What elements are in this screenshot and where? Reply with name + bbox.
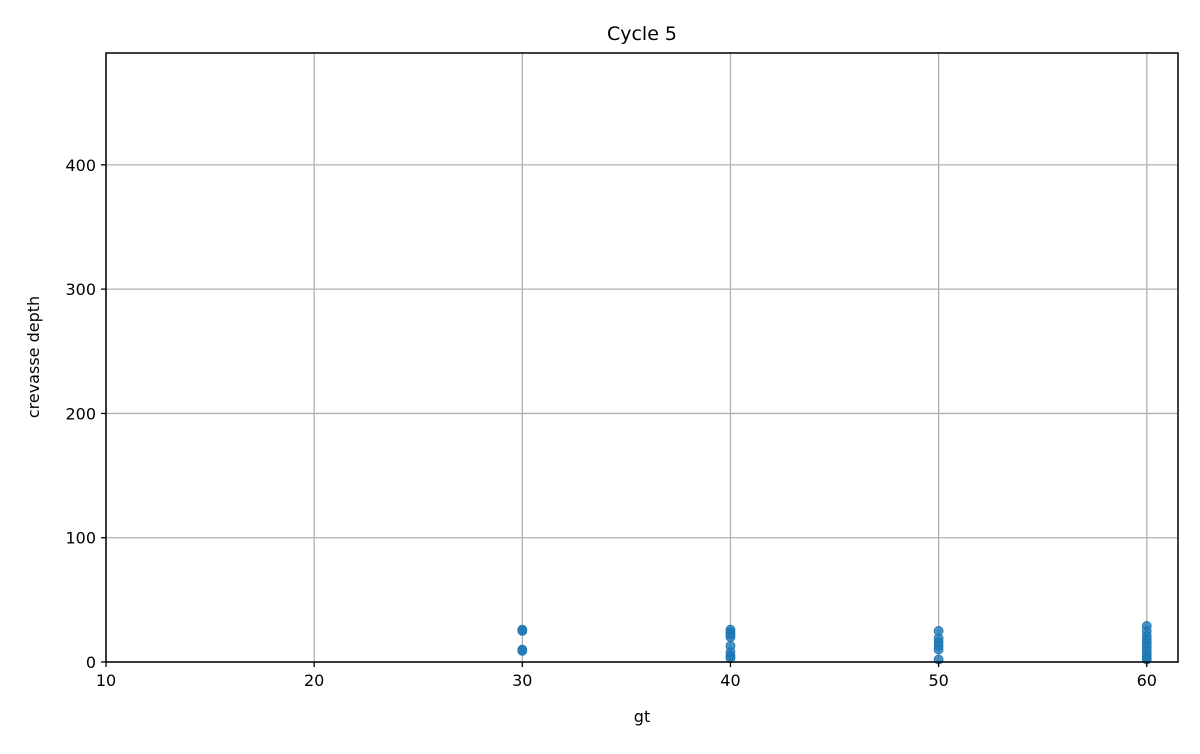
y-axis-label: crevasse depth [24, 296, 43, 418]
x-tick-label: 40 [720, 671, 740, 690]
data-point [517, 626, 528, 636]
grid [105, 53, 1178, 663]
data-point [517, 645, 528, 656]
y-tick-label: 0 [86, 653, 96, 672]
x-tick-label: 60 [1137, 671, 1157, 690]
y-tick-label: 300 [65, 280, 96, 299]
chart-title: Cycle 5 [607, 23, 677, 45]
x-tick-label: 30 [512, 671, 532, 690]
x-tick-label: 10 [96, 671, 116, 690]
y-tick-label: 200 [65, 404, 96, 423]
x-axis-label: gt [634, 707, 650, 726]
data-point [933, 644, 944, 655]
plot-frame [105, 52, 1179, 663]
data-points [517, 621, 1152, 665]
data-point [725, 632, 736, 643]
axis-ticks: 10 20 30 40 50 60 0 100 200 300 400 [65, 156, 1157, 690]
x-tick-label: 20 [304, 671, 324, 690]
y-tick-label: 400 [65, 156, 96, 175]
y-tick-label: 100 [65, 529, 96, 548]
x-tick-label: 50 [928, 671, 948, 690]
